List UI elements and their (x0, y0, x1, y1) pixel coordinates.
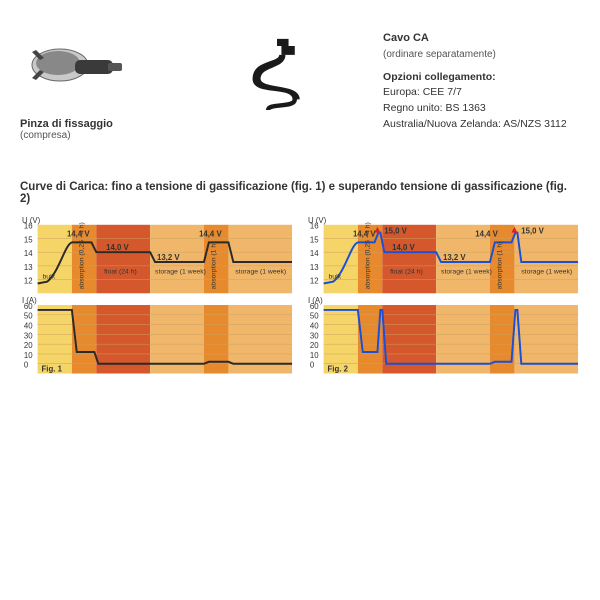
svg-text:absorption (1 h): absorption (1 h) (497, 242, 504, 290)
svg-text:storage (1 week): storage (1 week) (155, 269, 206, 276)
opts-header: Opzioni collegamento: (383, 70, 580, 86)
clamp-block: Pinza di fissaggio (compresa) (20, 30, 172, 141)
svg-text:13: 13 (24, 263, 33, 272)
svg-text:13,2 V: 13,2 V (443, 253, 466, 262)
svg-text:10: 10 (24, 351, 33, 360)
clamp-icon (20, 30, 130, 110)
svg-text:20: 20 (24, 341, 33, 350)
opt-eu: Europa: CEE 7/7 (383, 85, 580, 101)
cable-block (202, 30, 354, 141)
charts-title: Curve di Carica: fino a tensione di gass… (20, 181, 580, 205)
svg-text:40: 40 (310, 322, 319, 331)
svg-text:30: 30 (24, 331, 33, 340)
cable-title: Cavo CA (383, 30, 580, 47)
svg-text:0: 0 (24, 361, 29, 370)
svg-text:absorption (0,25 - 4 h): absorption (0,25 - 4 h) (365, 222, 372, 289)
svg-text:15: 15 (310, 235, 319, 244)
fig2-svg: 14,4 V 15,0 V 14,0 V 13,2 V 14,4 V 15,0 … (306, 215, 580, 391)
svg-text:absorption (0,25 - 4 h): absorption (0,25 - 4 h) (79, 222, 86, 289)
svg-text:13: 13 (310, 263, 319, 272)
cable-sub: (ordinare separatamente) (383, 47, 580, 62)
clamp-title: Pinza di fissaggio (20, 118, 113, 130)
clamp-sub: (compresa) (20, 130, 71, 141)
svg-text:30: 30 (310, 331, 319, 340)
cable-info: Cavo CA (ordinare separatamente) Opzioni… (383, 30, 580, 141)
svg-text:14: 14 (310, 249, 319, 258)
svg-text:storage (1 week): storage (1 week) (235, 269, 286, 276)
charts-row: 14,4 V 14,0 V 13,2 V 14,4 V bulk absorpt… (20, 215, 580, 394)
svg-text:12: 12 (310, 276, 319, 285)
svg-text:60: 60 (24, 302, 33, 311)
svg-text:60: 60 (310, 302, 319, 311)
chart-fig1: 14,4 V 14,0 V 13,2 V 14,4 V bulk absorpt… (20, 215, 294, 394)
svg-text:14,4 V: 14,4 V (475, 230, 498, 239)
svg-text:14,0 V: 14,0 V (392, 243, 415, 252)
svg-text:Fig. 2: Fig. 2 (328, 365, 349, 374)
chart-fig2: 14,4 V 15,0 V 14,0 V 13,2 V 14,4 V 15,0 … (306, 215, 580, 394)
svg-text:20: 20 (310, 341, 319, 350)
svg-text:14,0 V: 14,0 V (106, 243, 129, 252)
svg-text:absorption (1 h): absorption (1 h) (211, 242, 218, 290)
opt-uk: Regno unito: BS 1363 (383, 101, 580, 117)
svg-text:14,4 V: 14,4 V (199, 230, 222, 239)
top-row: Pinza di fissaggio (compresa) Cavo CA (o… (20, 30, 580, 141)
svg-text:14: 14 (24, 249, 33, 258)
svg-text:storage (1 week): storage (1 week) (521, 269, 572, 276)
fig1-svg: 14,4 V 14,0 V 13,2 V 14,4 V bulk absorpt… (20, 215, 294, 391)
svg-text:16: 16 (310, 222, 319, 231)
svg-text:bulk: bulk (43, 274, 56, 281)
svg-text:15,0 V: 15,0 V (384, 227, 407, 236)
svg-text:float (24 h): float (24 h) (390, 269, 423, 276)
svg-text:10: 10 (310, 351, 319, 360)
svg-text:50: 50 (24, 312, 33, 321)
svg-text:storage (1 week): storage (1 week) (441, 269, 492, 276)
svg-text:13,2 V: 13,2 V (157, 253, 180, 262)
svg-text:15: 15 (24, 235, 33, 244)
svg-text:Fig. 1: Fig. 1 (42, 365, 63, 374)
svg-text:16: 16 (24, 222, 33, 231)
svg-text:float (24 h): float (24 h) (104, 269, 137, 276)
svg-text:50: 50 (310, 312, 319, 321)
svg-text:15,0 V: 15,0 V (521, 227, 544, 236)
svg-text:12: 12 (24, 276, 33, 285)
svg-text:bulk: bulk (329, 274, 342, 281)
cable-icon (222, 30, 332, 110)
svg-text:0: 0 (310, 361, 315, 370)
svg-text:40: 40 (24, 322, 33, 331)
opt-au: Australia/Nuova Zelanda: AS/NZS 3112 (383, 117, 580, 133)
